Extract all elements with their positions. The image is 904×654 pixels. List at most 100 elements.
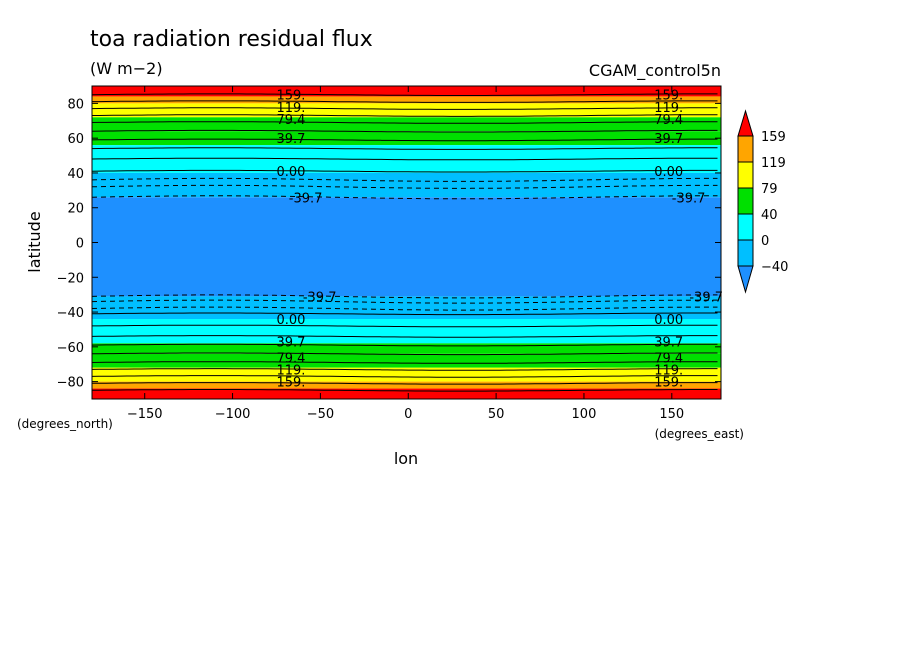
contour-line-solid-0 [91,93,718,96]
contour-label: 0.00 [276,313,305,328]
contour-label: 119. [654,101,683,116]
chart-units: (W m−2) [90,59,163,78]
contour-line-solid-5 [91,129,718,133]
contour-label: -39.7 [289,191,323,206]
y-tick-label: −80 [57,376,84,391]
contour-label: 159. [276,376,305,391]
contour-line-solid-16 [91,368,718,371]
y-axis: 80 60 40 20 0 −20 −40 −60 −80 [57,97,721,391]
contour-line-solid-14 [91,352,718,356]
contour-line-solid-12 [91,335,718,338]
x-tick-label: 150 [659,407,684,422]
contour-line-solid-10 [91,312,718,316]
plot-area: 159. 159.119. 119.79.4 79.439.7 39.70.00 0.00… [91,85,723,400]
contour-lines [91,93,718,392]
x-tick-label: 100 [572,407,597,422]
colorbar-label: 0 [761,234,769,249]
color-band-0 [92,86,721,97]
y-tick-label: 20 [67,202,84,217]
contour-line-solid-6 [91,138,718,142]
contour-line-solid-3 [92,114,718,117]
color-band-4 [92,131,721,146]
y-tick-label: −60 [57,341,84,356]
contour-label: 39.7 [276,336,305,351]
y-axis-label: latitude [25,211,44,272]
y-tick-label: −40 [57,306,84,321]
color-band-11 [92,353,721,368]
colorbar-label: 79 [761,182,778,197]
colorbar-label: 159 [761,130,786,145]
contour-label: 119. [276,101,305,116]
colorbar-top-triangle [737,109,754,137]
contour-line-solid-9 [91,169,718,173]
contour-line-solid-8 [91,157,718,161]
y-tick-label: 0 [76,237,84,252]
contour-label: -39.7 [672,191,706,206]
contour-labels: 159. 159.119. 119.79.4 79.439.7 39.70.00 0.00… [276,89,723,391]
color-band-1 [92,96,721,104]
x-tick-label: −50 [307,407,334,422]
color-band-9 [92,319,721,344]
color-band-2 [92,103,721,118]
contour-label: 79.4 [276,113,305,128]
color-bands [92,86,721,399]
colorbar-segment-3 [737,213,754,241]
contour-label: 119. [276,363,305,378]
y-tick-label: 40 [67,167,84,182]
contour-label: 119. [654,363,683,378]
contour-line-solid-19 [91,389,718,392]
colorbar-segment-4 [737,239,754,267]
y-tick-label: 60 [67,132,84,147]
color-band-12 [92,367,721,382]
x-tick-label: 0 [404,407,412,422]
contour-line-solid-13 [91,343,718,347]
y-tick-label: 80 [67,97,84,112]
colorbar-segment-1 [737,161,754,189]
contour-label: 159. [654,376,683,391]
contour-line-solid-1 [92,100,718,103]
colorbar-segment-0 [737,135,754,163]
colorbar-label: −40 [761,260,788,275]
color-band-7 [92,197,721,297]
x-tick-label: −150 [127,407,163,422]
contour-label: 79.4 [654,113,683,128]
colorbar: 159 119 79 40 0 −40 [737,109,788,294]
contour-line-solid-7 [91,147,718,150]
x-tick-label: −100 [215,407,251,422]
color-band-13 [92,381,721,389]
color-band-10 [92,343,721,354]
contour-label: 79.4 [276,351,305,366]
dataset-label: CGAM_control5n [589,61,721,81]
contour-label: 39.7 [276,132,305,147]
contour-label: 0.00 [276,165,305,180]
contour-label: 159. [654,89,683,104]
x-axis-label: lon [394,449,418,468]
contour-line-solid-17 [91,375,718,378]
color-band-3 [92,117,721,132]
colorbar-label: 40 [761,208,778,223]
colorbar-label: 119 [761,156,786,171]
y-tick-label: −20 [57,271,84,286]
contour-label: 0.00 [654,313,683,328]
contour-line-solid-15 [91,361,718,364]
contour-label: -39.7 [689,290,723,305]
y-unit-label: (degrees_north) [17,417,113,431]
contour-line-solid-11 [92,324,718,328]
contour-label: 0.00 [654,165,683,180]
contour-label: 39.7 [654,132,683,147]
color-band-6 [92,172,721,198]
contour-label: 79.4 [654,351,683,366]
contour-line-solid-18 [92,382,718,385]
color-band-14 [92,388,721,399]
contour-line-solid-4 [91,121,718,124]
x-tick-label: 50 [488,407,505,422]
contour-label: 159. [276,89,305,104]
x-axis: −150 −100 −50 0 50 100 150 [127,86,684,422]
x-unit-label: (degrees_east) [655,427,744,441]
contour-label: -39.7 [303,290,337,305]
contour-label: 39.7 [654,336,683,351]
chart-title: toa radiation residual flux [90,27,373,52]
contour-line-solid-2 [91,107,718,110]
colorbar-bottom-triangle [737,265,754,294]
